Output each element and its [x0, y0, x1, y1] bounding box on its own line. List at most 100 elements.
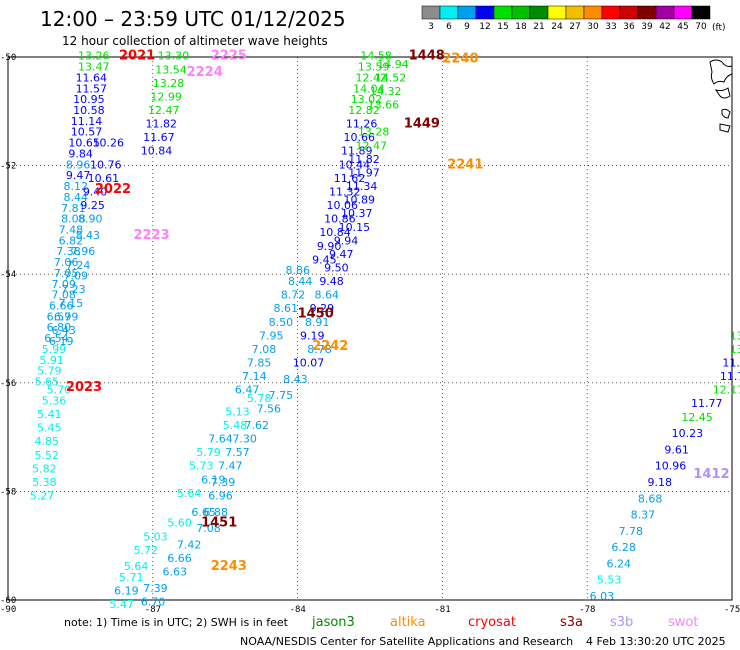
wave-height-value: 14.52: [375, 71, 407, 84]
colorbar-swatch: [493, 5, 513, 20]
wave-height-value: 7.38: [56, 245, 80, 258]
wave-height-value: 10.84: [141, 145, 173, 158]
colorbar-swatch: [673, 5, 693, 20]
wave-height-value: 11.26: [346, 118, 378, 131]
colorbar-swatch: [637, 5, 657, 20]
colorbar-label: 30: [587, 22, 599, 32]
colorbar-swatch: [565, 5, 585, 20]
pass-number-label: 1449: [404, 117, 440, 132]
coastline-fragment: [709, 59, 733, 133]
wave-height-value: 7.14: [242, 370, 266, 383]
wave-height-value: 6.47: [235, 384, 260, 397]
wave-height-value: 7.75: [269, 389, 294, 402]
pass-number-label: 1412: [693, 467, 729, 482]
colorbar-swatch: [475, 5, 495, 20]
colorbar-swatch: [583, 5, 603, 20]
wave-height-value: 9.50: [324, 261, 349, 274]
pass-number-label: 2021: [119, 49, 155, 64]
wave-height-value: 5.48: [223, 419, 248, 432]
wave-height-value: 5.99: [42, 343, 67, 356]
wave-height-value: 7.09: [51, 278, 76, 291]
wave-height-value: 6.65: [191, 506, 216, 519]
wave-height-value: 11.67: [143, 131, 175, 144]
wave-height-value: 10.23: [672, 427, 704, 440]
wave-height-value: 9.40: [83, 185, 108, 198]
wave-height-value: 5.79: [196, 446, 221, 459]
wave-height-value: 5.79: [37, 365, 62, 378]
wave-height-value: 7.78: [619, 525, 644, 538]
y-tick-label: -60: [0, 596, 16, 606]
wave-height-value: 6.03: [590, 590, 615, 603]
wave-height-value: 4.85: [35, 435, 60, 448]
pass-number-label: 2224: [187, 65, 223, 80]
wave-height-value: 7.08: [196, 522, 221, 535]
wave-height-value: 7.57: [225, 446, 250, 459]
wave-height-value: 10.57: [71, 126, 103, 139]
wave-height-value: 8.86: [286, 264, 311, 277]
pass-number-label: 1451: [201, 516, 237, 531]
wave-height-value: 11.62: [334, 172, 366, 185]
wave-height-value: 14.04: [353, 82, 385, 95]
wave-height-value: 10.44: [339, 158, 371, 171]
wave-height-value: 13: [730, 329, 740, 342]
wave-height-value: 10.58: [73, 104, 105, 117]
pass-number-label: 1450: [298, 307, 334, 322]
colorbar-swatch: [655, 5, 675, 20]
wave-height-value: 13.47: [78, 61, 110, 74]
colorbar-swatch: [511, 5, 531, 20]
wave-height-value: 9.48: [319, 275, 344, 288]
wave-height-value: 7.39: [211, 476, 236, 489]
axis-ticks: -90 -87 -84 -81 -78 -75 -50 -52 -54 -56 -58 -60: [0, 53, 740, 615]
wave-height-value: 13.28: [358, 126, 390, 139]
satellite-legend-item: altika: [390, 615, 426, 630]
wave-height-value: 12.82: [348, 104, 380, 117]
wave-height-value: 14.32: [370, 85, 402, 98]
wave-height-value: 13: [730, 343, 740, 356]
pass-number-label: 2241: [447, 157, 483, 172]
wave-height-value: 5.78: [247, 392, 271, 405]
pass-number-label: 2225: [211, 49, 247, 64]
wave-height-value: 9.18: [648, 476, 673, 489]
wave-height-value: 8.37: [631, 509, 656, 522]
colorbar-label: 3: [428, 22, 434, 32]
colorbar-swatch: [691, 5, 711, 20]
wave-height-value: 10.61: [88, 172, 120, 185]
wave-height-value: 8.91: [305, 316, 330, 329]
colorbar-label: 18: [515, 22, 527, 32]
wave-height-value: 10.96: [655, 460, 687, 473]
colorbar-label: 15: [497, 22, 508, 32]
wave-height-value: 11.82: [146, 118, 178, 131]
wave-height-value: 5.03: [143, 530, 168, 543]
wave-height-value: 5.27: [30, 490, 55, 503]
wave-height-value: 9.94: [334, 234, 359, 247]
wave-height-value: 7.39: [143, 582, 168, 595]
satellite-legend: jason3 altika cryosat s3a s3b swot: [311, 615, 698, 630]
wave-height-value: 6.28: [611, 541, 636, 554]
wave-height-value: 8.96: [66, 158, 91, 171]
wave-height-value: 10.15: [339, 221, 371, 234]
wave-height-value: 8.90: [78, 213, 103, 226]
x-tick-label: -84: [290, 605, 306, 615]
wave-height-value: 6.82: [59, 234, 84, 247]
wave-height-value: 10.76: [90, 158, 122, 171]
pass-number-label: 2243: [211, 559, 247, 574]
wave-height-value: 5.65: [35, 376, 60, 389]
wave-height-value: 10.65: [68, 137, 100, 150]
wave-height-value: 12.45: [681, 411, 713, 424]
plot-frame: [7, 56, 733, 601]
chart-subtitle: 12 hour collection of altimeter wave hei…: [62, 34, 328, 48]
wave-height-value: 14.58: [360, 50, 392, 63]
color-legend: 3 6 9 12 15 18 21 24 27 30 33 36 39 42 45 70: [421, 5, 711, 32]
wave-height-value: 6.19: [201, 473, 226, 486]
wave-height-value: 6.57: [47, 310, 72, 323]
wave-height-value: 5.70: [47, 384, 72, 397]
wave-height-value: 6.66: [167, 552, 192, 565]
wave-height-value: 7.06: [54, 256, 79, 269]
wave-height-value: 11.67: [722, 357, 740, 370]
satellite-legend-item: jason3: [311, 615, 355, 630]
wave-height-value: 7.64: [208, 433, 233, 446]
colorbar-swatch: [457, 5, 477, 20]
wave-height-value: 11.78: [720, 370, 740, 383]
wave-height-value: 10.95: [73, 93, 105, 106]
